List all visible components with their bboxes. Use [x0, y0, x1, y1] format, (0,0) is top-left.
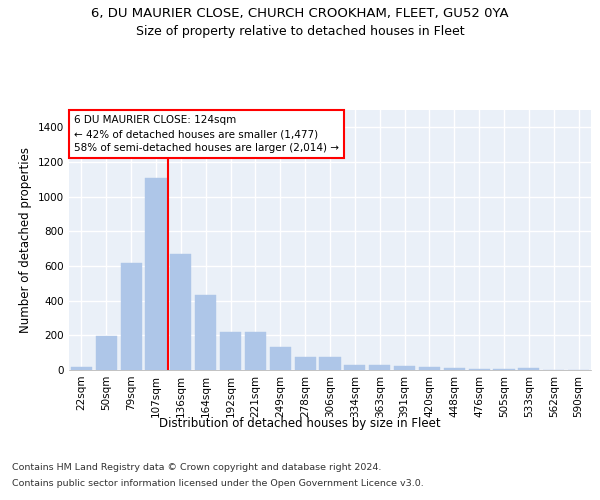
- Text: Contains public sector information licensed under the Open Government Licence v3: Contains public sector information licen…: [12, 479, 424, 488]
- Bar: [71, 366, 92, 370]
- Bar: [195, 296, 216, 370]
- Bar: [493, 369, 515, 370]
- Bar: [369, 365, 390, 370]
- Text: Size of property relative to detached houses in Fleet: Size of property relative to detached ho…: [136, 25, 464, 38]
- Bar: [394, 366, 415, 370]
- Bar: [121, 264, 142, 370]
- Bar: [419, 368, 440, 370]
- Bar: [344, 365, 365, 370]
- Bar: [220, 332, 241, 370]
- Text: 6 DU MAURIER CLOSE: 124sqm
← 42% of detached houses are smaller (1,477)
58% of s: 6 DU MAURIER CLOSE: 124sqm ← 42% of deta…: [74, 115, 339, 153]
- Bar: [96, 336, 117, 370]
- Text: Contains HM Land Registry data © Crown copyright and database right 2024.: Contains HM Land Registry data © Crown c…: [12, 462, 382, 471]
- Bar: [245, 332, 266, 370]
- Bar: [469, 369, 490, 370]
- Y-axis label: Number of detached properties: Number of detached properties: [19, 147, 32, 333]
- Text: 6, DU MAURIER CLOSE, CHURCH CROOKHAM, FLEET, GU52 0YA: 6, DU MAURIER CLOSE, CHURCH CROOKHAM, FL…: [91, 8, 509, 20]
- Bar: [170, 254, 191, 370]
- Bar: [319, 357, 341, 370]
- Bar: [518, 368, 539, 370]
- Bar: [444, 368, 465, 370]
- Bar: [295, 357, 316, 370]
- Bar: [270, 348, 291, 370]
- Bar: [145, 178, 167, 370]
- Text: Distribution of detached houses by size in Fleet: Distribution of detached houses by size …: [159, 418, 441, 430]
